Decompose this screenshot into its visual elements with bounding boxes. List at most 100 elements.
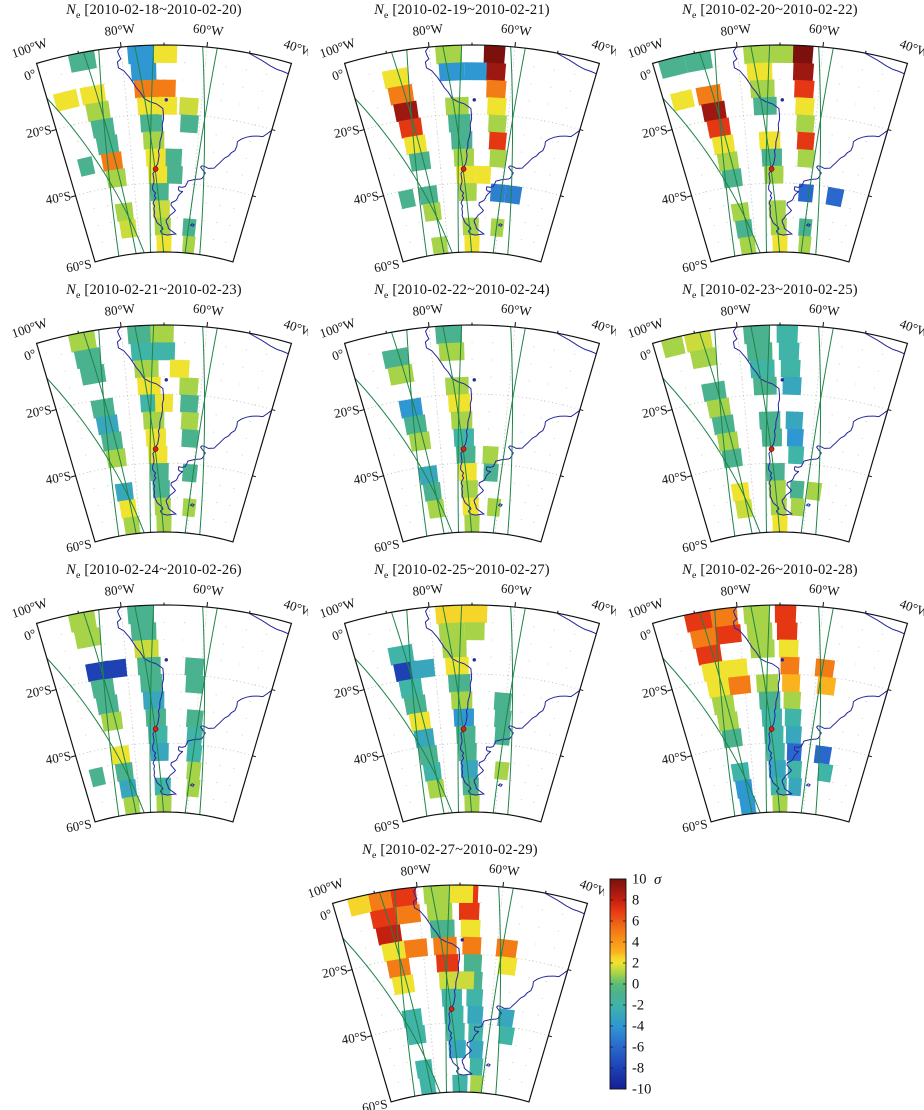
lon-label-60w: 60°W: [808, 21, 841, 39]
axis-ticks: [359, 602, 584, 758]
lon-label-80w: 80°W: [720, 20, 753, 38]
anomaly-cells: [52, 45, 199, 255]
panel-title-range: [2010-02-23~2010-02-25): [696, 282, 858, 298]
colorbar-tick-label: -6: [632, 1040, 644, 1056]
lon-label-100w: 100°W: [10, 34, 51, 60]
panel-title: Ne [2010-02-21~2010-02-23): [0, 282, 308, 301]
map-panel: Ne [2010-02-19~2010-02-21) 100°W 80°W 60°W 4…: [308, 0, 616, 280]
lon-label-40w: 40°W: [578, 876, 604, 900]
lon-label-80w: 80°W: [412, 300, 445, 318]
panel-title-subscript: e: [692, 569, 697, 581]
coastline: [424, 326, 599, 516]
map-svg: 100°W 80°W 60°W 40°W 0° 20°S 40°S 60°S: [318, 300, 616, 555]
epicenter-marker: [460, 726, 467, 732]
panel-title-subscript: e: [76, 289, 81, 301]
lon-label-60w: 60°W: [500, 581, 533, 599]
colorbar-tick-label: -8: [632, 1061, 644, 1077]
lon-label-60w: 60°W: [192, 581, 225, 599]
lat-label-60s: 60°S: [65, 536, 93, 555]
satellite-tracks: [342, 885, 514, 1097]
anomaly-cells: [658, 45, 845, 256]
lake-titicaca-marker: [164, 378, 168, 382]
satellite-tracks: [662, 325, 834, 537]
map-panel: Ne [2010-02-25~2010-02-27) 100°W 80°W 60°W 4…: [308, 560, 616, 840]
colorbar-gradient: [610, 879, 626, 1089]
lon-label-40w: 40°W: [282, 596, 308, 620]
lon-label-60w: 60°W: [488, 861, 521, 879]
panel-title: Ne [2010-02-20~2010-02-22): [616, 2, 924, 21]
lat-label-40s: 40°S: [660, 468, 688, 487]
lake-titicaca-marker: [780, 378, 784, 382]
anomaly-cells: [347, 885, 519, 1096]
lon-label-40w: 40°W: [590, 36, 616, 60]
lon-label-40w: 40°W: [898, 596, 924, 620]
lon-label-80w: 80°W: [104, 20, 137, 38]
panel-title-symbol: N: [66, 562, 77, 578]
panel-title-subscript: e: [76, 569, 81, 581]
coastline: [732, 606, 907, 796]
lon-label-60w: 60°W: [808, 301, 841, 319]
map-svg: 100°W 80°W 60°W 40°W 0° 20°S 40°S 60°S: [626, 300, 924, 555]
lat-label-60s: 60°S: [681, 256, 709, 275]
panel-title-symbol: N: [374, 282, 385, 298]
lon-label-40w: 40°W: [590, 596, 616, 620]
colorbar-tick-label: 6: [632, 914, 639, 930]
colorbar-labels: 10 8 6 4 2 0 -2 -4 -6 -8 -10: [632, 872, 651, 1098]
colorbar: 10 8 6 4 2 0 -2 -4 -6 -8 -10 σ: [604, 866, 714, 1110]
axis-ticks: [51, 322, 276, 478]
lat-label-0: 0°: [638, 626, 654, 644]
lake-titicaca-marker: [460, 938, 464, 942]
colorbar-ticks: [610, 878, 626, 1090]
epicenter-marker: [152, 166, 159, 172]
map-panel: Ne [2010-02-20~2010-02-22) 100°W 80°W 60°W 4…: [616, 0, 924, 280]
axis-ticks: [347, 882, 572, 1038]
lon-label-40w: 40°W: [282, 36, 308, 60]
panel-title-symbol: N: [66, 282, 77, 298]
axis-ticks: [667, 322, 892, 478]
satellite-tracks: [46, 325, 218, 537]
lon-label-100w: 100°W: [626, 34, 667, 60]
panel-title-symbol: N: [374, 562, 385, 578]
satellite-tracks: [662, 45, 834, 257]
lat-label-40s: 40°S: [44, 748, 72, 767]
satellite-tracks: [354, 605, 526, 817]
lat-label-60s: 60°S: [373, 816, 401, 835]
panel-title-range: [2010-02-24~2010-02-26): [80, 562, 242, 578]
lat-label-0: 0°: [330, 66, 346, 84]
lon-label-40w: 40°W: [898, 36, 924, 60]
lon-label-80w: 80°W: [412, 20, 445, 38]
map-panel: Ne [2010-02-22~2010-02-24) 100°W 80°W 60°W 4…: [308, 280, 616, 560]
lat-label-20s: 20°S: [333, 122, 361, 141]
axis-ticks: [359, 322, 584, 478]
lon-label-80w: 80°W: [104, 300, 137, 318]
colorbar-tick-label: -4: [632, 1019, 645, 1035]
lat-label-20s: 20°S: [333, 402, 361, 421]
axis-labels: 100°W 80°W 60°W 40°W 0° 20°S 40°S 60°S: [10, 580, 308, 835]
panel-title: Ne [2010-02-22~2010-02-24): [308, 282, 616, 301]
satellite-tracks: [354, 45, 526, 257]
lon-label-100w: 100°W: [318, 314, 359, 340]
lat-label-60s: 60°S: [373, 536, 401, 555]
panel-title-symbol: N: [682, 562, 693, 578]
panel-title: Ne [2010-02-18~2010-02-20): [0, 2, 308, 21]
lon-label-80w: 80°W: [720, 580, 753, 598]
lat-label-60s: 60°S: [65, 256, 93, 275]
lon-label-100w: 100°W: [306, 874, 347, 900]
coastline: [116, 326, 291, 516]
epicenter-marker: [448, 1006, 455, 1012]
lat-label-40s: 40°S: [660, 748, 688, 767]
panel-title-range: [2010-02-21~2010-02-23): [80, 282, 242, 298]
panel-title: Ne [2010-02-25~2010-02-27): [308, 562, 616, 581]
map-panel: Ne [2010-02-18~2010-02-20) 100°W 80°W 60°W 4…: [0, 0, 308, 280]
lake-titicaca-marker: [164, 98, 168, 102]
panel-title-subscript: e: [692, 289, 697, 301]
lon-label-40w: 40°W: [590, 316, 616, 340]
lat-label-0: 0°: [22, 626, 38, 644]
map-svg: 100°W 80°W 60°W 40°W 0° 20°S 40°S 60°S: [10, 580, 308, 835]
epicenter-marker: [768, 446, 775, 452]
colorbar-svg: 10 8 6 4 2 0 -2 -4 -6 -8 -10 σ: [609, 872, 662, 1098]
axis-ticks: [51, 42, 276, 198]
panel-title-range: [2010-02-19~2010-02-21): [388, 2, 550, 18]
panel-title: Ne [2010-02-19~2010-02-21): [308, 2, 616, 21]
